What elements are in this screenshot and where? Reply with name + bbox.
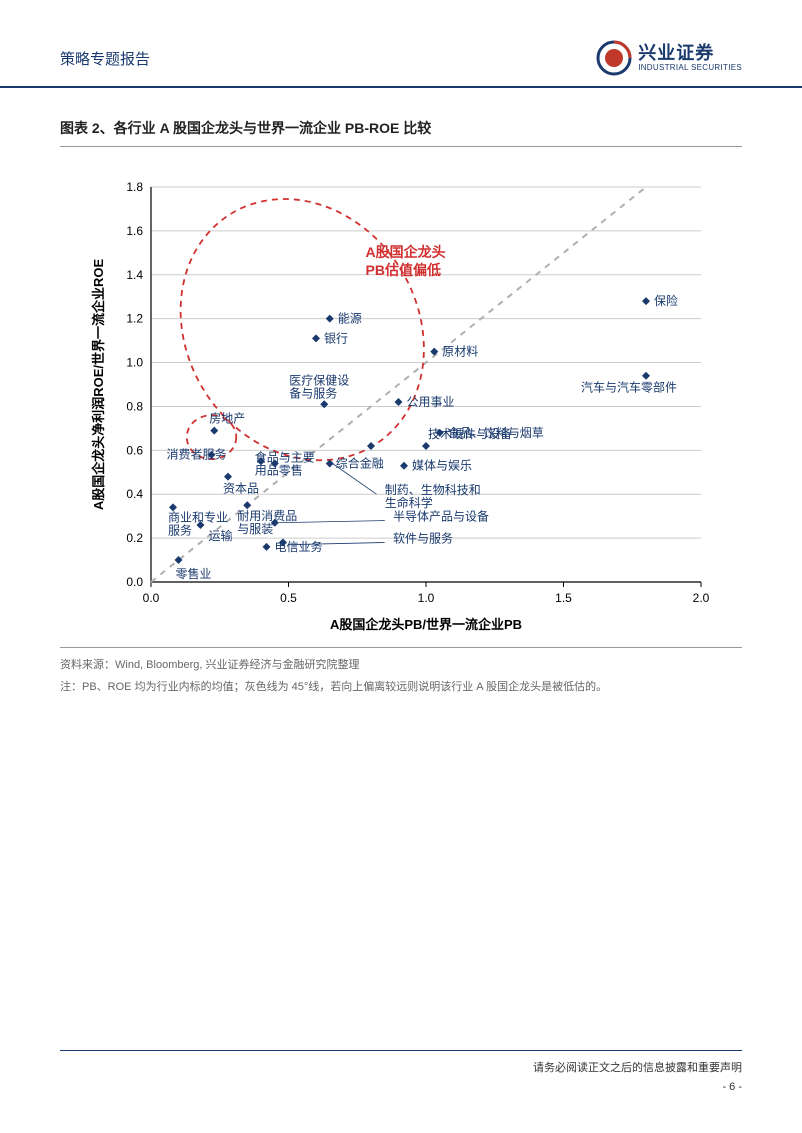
svg-text:PB估值偏低: PB估值偏低 (366, 262, 441, 278)
svg-text:耐用消费品: 耐用消费品 (237, 509, 297, 523)
svg-text:媒体与娱乐: 媒体与娱乐 (412, 459, 472, 473)
svg-text:1.0: 1.0 (418, 591, 435, 605)
svg-text:0.5: 0.5 (280, 591, 297, 605)
page-footer: 请务必阅读正文之后的信息披露和重要声明 - 6 - (60, 1050, 742, 1093)
svg-text:商业和专业: 商业和专业 (168, 509, 228, 524)
svg-text:0.0: 0.0 (126, 575, 143, 589)
svg-text:A股国企龙头净利润ROE/世界一流企业ROE: A股国企龙头净利润ROE/世界一流企业ROE (91, 259, 106, 511)
content-area: 图表 2、各行业 A 股国企龙头与世界一流企业 PB-ROE 比较 0.0 0.2… (0, 88, 802, 694)
svg-text:运输: 运输 (209, 528, 233, 543)
svg-text:1.8: 1.8 (126, 180, 143, 194)
source-note: 注：PB、ROE 均为行业内标的均值；灰色线为 45°线，若向上偏离较远则说明该… (60, 678, 742, 694)
svg-text:汽车与汽车零部件: 汽车与汽车零部件 (581, 380, 677, 395)
svg-text:能源: 能源 (338, 312, 362, 326)
svg-text:原材料: 原材料 (442, 345, 478, 359)
logo-text-en: INDUSTRIAL SECURITIES (638, 64, 742, 73)
svg-text:服务: 服务 (168, 522, 192, 537)
scatter-chart: 0.0 0.2 0.4 0.6 0.8 1.0 1.2 1.4 1.6 1.8 0.0 0.5 1.0 1… (81, 167, 721, 637)
svg-text:0.4: 0.4 (126, 487, 143, 501)
report-type: 策略专题报告 (60, 48, 150, 69)
svg-text:1.5: 1.5 (555, 591, 572, 605)
svg-text:食品与主要: 食品与主要 (255, 450, 315, 465)
svg-text:银行: 银行 (324, 331, 348, 345)
svg-text:0.0: 0.0 (143, 591, 160, 605)
svg-text:综合金融: 综合金融 (336, 456, 384, 471)
svg-text:资本品: 资本品 (223, 482, 259, 496)
svg-text:公用事业: 公用事业 (407, 395, 455, 409)
page-number: - 6 - (60, 1081, 742, 1093)
svg-text:零售业: 零售业 (176, 566, 212, 581)
svg-text:与服装: 与服装 (237, 522, 273, 536)
svg-text:医疗保健设: 医疗保健设 (289, 373, 349, 387)
svg-text:0.6: 0.6 (126, 443, 143, 457)
logo-icon (596, 40, 632, 76)
svg-text:2.0: 2.0 (693, 591, 710, 605)
page-header: 策略专题报告 兴业证券 INDUSTRIAL SECURITIES (0, 0, 802, 88)
company-logo: 兴业证券 INDUSTRIAL SECURITIES (596, 40, 742, 76)
svg-text:用品零售: 用品零售 (255, 463, 303, 478)
svg-text:1.6: 1.6 (126, 224, 143, 238)
svg-text:消费者服务: 消费者服务 (167, 447, 227, 462)
svg-text:1.2: 1.2 (126, 312, 143, 326)
svg-text:0.8: 0.8 (126, 399, 143, 413)
svg-text:制药、生物科技和: 制药、生物科技和 (385, 483, 481, 497)
chart-title: 图表 2、各行业 A 股国企龙头与世界一流企业 PB-ROE 比较 (60, 118, 742, 147)
svg-text:1.0: 1.0 (126, 356, 143, 370)
footer-disclaimer: 请务必阅读正文之后的信息披露和重要声明 (60, 1059, 742, 1075)
svg-text:生命科学: 生命科学 (385, 495, 433, 510)
svg-text:保险: 保险 (654, 293, 678, 308)
logo-text-cn: 兴业证券 (638, 44, 742, 64)
svg-text:半导体产品与设备: 半导体产品与设备 (393, 510, 489, 524)
svg-text:A股国企龙头: A股国企龙头 (366, 244, 446, 260)
svg-text:食品、饮料与烟草: 食品、饮料与烟草 (448, 425, 544, 440)
svg-text:0.2: 0.2 (126, 531, 143, 545)
svg-text:房地产: 房地产 (209, 411, 245, 426)
svg-text:软件与服务: 软件与服务 (393, 531, 453, 546)
svg-text:备与服务: 备与服务 (289, 385, 337, 400)
source-block: 资料来源：Wind, Bloomberg, 兴业证券经济与金融研究院整理 注：P… (60, 647, 742, 694)
source-line: 资料来源：Wind, Bloomberg, 兴业证券经济与金融研究院整理 (60, 656, 742, 672)
svg-text:A股国企龙头PB/世界一流企业PB: A股国企龙头PB/世界一流企业PB (330, 617, 522, 632)
svg-text:1.4: 1.4 (126, 268, 143, 282)
